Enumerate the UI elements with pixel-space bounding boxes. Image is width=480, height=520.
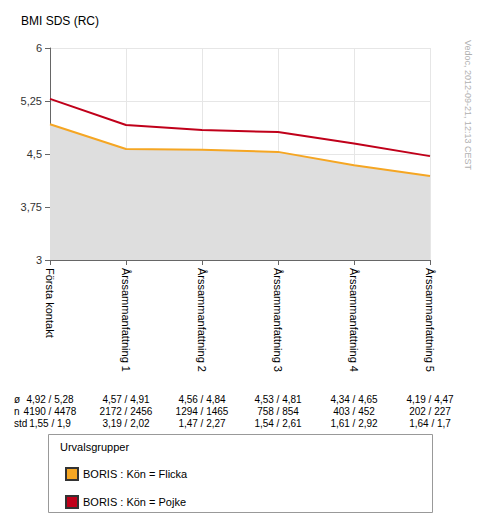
svg-text:854: 854 (282, 406, 299, 417)
svg-text:2456: 2456 (130, 406, 153, 417)
svg-text:202: 202 (409, 406, 426, 417)
svg-text:Vedoc, 2012-09-21, 12:13 CEST: Vedoc, 2012-09-21, 12:13 CEST (463, 40, 473, 171)
svg-text:4,47: 4,47 (434, 394, 454, 405)
svg-text:/: / (350, 418, 358, 429)
svg-text:4,19: 4,19 (406, 394, 426, 405)
svg-text:Urvalsgrupper: Urvalsgrupper (60, 441, 129, 453)
svg-text:/: / (122, 394, 130, 405)
svg-text:/: / (198, 394, 206, 405)
svg-text:4,81: 4,81 (282, 394, 302, 405)
svg-text:2,61: 2,61 (282, 418, 302, 429)
svg-text:/: / (122, 418, 130, 429)
svg-text:3,75: 3,75 (21, 201, 42, 213)
svg-text:Årssammanfattning 2: Årssammanfattning 2 (196, 268, 208, 372)
svg-text:n: n (14, 406, 20, 417)
svg-text:1294: 1294 (176, 406, 199, 417)
svg-text:2,27: 2,27 (206, 418, 226, 429)
svg-text:1,7: 1,7 (437, 418, 451, 429)
svg-text:2172: 2172 (100, 406, 123, 417)
svg-text:/: / (274, 394, 282, 405)
svg-text:4478: 4478 (54, 406, 77, 417)
svg-text:/: / (198, 406, 206, 417)
svg-text:BORIS : Kön = Pojke: BORIS : Kön = Pojke (83, 496, 186, 508)
svg-text:/: / (426, 406, 434, 417)
svg-text:227: 227 (434, 406, 451, 417)
svg-text:3: 3 (36, 254, 42, 266)
svg-text:/: / (350, 394, 358, 405)
svg-text:4,84: 4,84 (206, 394, 226, 405)
svg-text:1,54: 1,54 (254, 418, 274, 429)
svg-text:/: / (429, 418, 437, 429)
svg-text:/: / (46, 406, 54, 417)
svg-text:/: / (49, 418, 57, 429)
svg-text:4,34: 4,34 (330, 394, 350, 405)
svg-text:4,92: 4,92 (26, 394, 46, 405)
svg-text:Årssammanfattning 3: Årssammanfattning 3 (272, 268, 284, 372)
svg-text:Årssammanfattning 4: Årssammanfattning 4 (348, 268, 360, 372)
svg-text:Första kontakt: Första kontakt (44, 268, 56, 338)
svg-text:/: / (274, 418, 282, 429)
svg-text:1,47: 1,47 (178, 418, 198, 429)
svg-text:758: 758 (257, 406, 274, 417)
svg-text:Årssammanfattning 1: Årssammanfattning 1 (120, 268, 132, 372)
svg-text:5,28: 5,28 (54, 394, 74, 405)
svg-text:4,56: 4,56 (178, 394, 198, 405)
svg-text:/: / (198, 418, 206, 429)
svg-text:1,55: 1,55 (29, 418, 49, 429)
svg-text:1,61: 1,61 (330, 418, 350, 429)
svg-text:6: 6 (36, 42, 42, 54)
svg-text:std: std (14, 418, 27, 429)
svg-text:3,19: 3,19 (102, 418, 122, 429)
svg-text:5,25: 5,25 (21, 95, 42, 107)
svg-text:4,65: 4,65 (358, 394, 378, 405)
svg-text:452: 452 (358, 406, 375, 417)
svg-text:/: / (426, 394, 434, 405)
svg-text:/: / (274, 406, 282, 417)
svg-text:2,02: 2,02 (130, 418, 150, 429)
svg-text:4,5: 4,5 (27, 148, 42, 160)
svg-text:BORIS : Kön = Flicka: BORIS : Kön = Flicka (83, 468, 188, 480)
svg-text:BMI SDS (RC): BMI SDS (RC) (21, 14, 99, 28)
svg-text:ø: ø (14, 394, 20, 405)
svg-text:4,91: 4,91 (130, 394, 150, 405)
svg-text:4,57: 4,57 (102, 394, 122, 405)
svg-text:Årssammanfattning 5: Årssammanfattning 5 (424, 268, 436, 372)
svg-text:1465: 1465 (206, 406, 229, 417)
svg-text:4190: 4190 (24, 406, 47, 417)
svg-text:/: / (350, 406, 358, 417)
svg-text:403: 403 (333, 406, 350, 417)
svg-text:1,64: 1,64 (409, 418, 429, 429)
svg-text:/: / (46, 394, 54, 405)
svg-text:4,53: 4,53 (254, 394, 274, 405)
svg-text:/: / (122, 406, 130, 417)
svg-text:1,9: 1,9 (57, 418, 71, 429)
svg-text:2,92: 2,92 (358, 418, 378, 429)
